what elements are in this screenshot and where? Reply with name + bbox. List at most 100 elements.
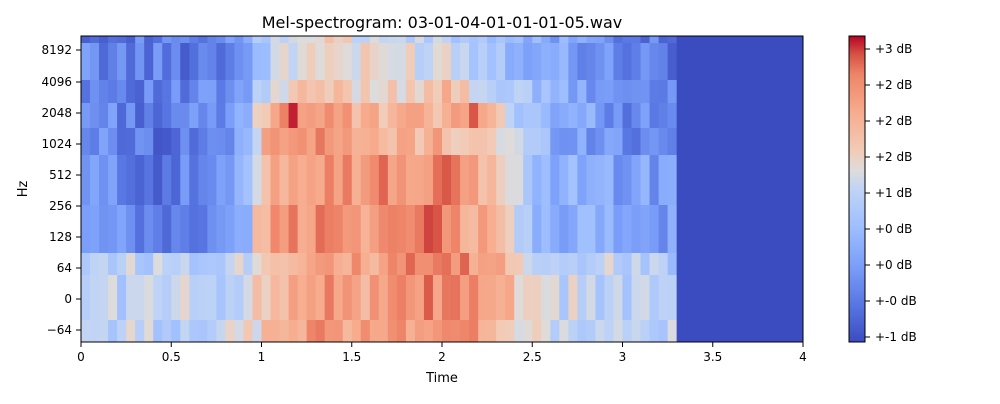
- heatmap-cell: [306, 43, 317, 80]
- heatmap-cell: [550, 80, 560, 103]
- heatmap-cell: [243, 320, 254, 342]
- heatmap-cell: [568, 253, 578, 275]
- heatmap-cell: [469, 43, 479, 80]
- heatmap-cell: [297, 128, 308, 155]
- heatmap-cell: [658, 275, 669, 320]
- heatmap-cell: [460, 275, 470, 320]
- heatmap-cell: [432, 155, 443, 205]
- heatmap-cell: [523, 80, 533, 103]
- heatmap-cell: [442, 320, 452, 342]
- heatmap-cell: [135, 128, 145, 155]
- heatmap-cell: [135, 155, 145, 205]
- heatmap-cell: [216, 205, 226, 253]
- heatmap-cell: [90, 103, 100, 128]
- heatmap-cell: [378, 275, 389, 320]
- heatmap-cell: [667, 320, 678, 342]
- heatmap-cell: [414, 103, 425, 128]
- heatmap-cell: [306, 128, 317, 155]
- heatmap-cell: [577, 205, 588, 253]
- heatmap-cell: [622, 128, 633, 155]
- heatmap-cell: [162, 320, 172, 342]
- heatmap-band-6: [81, 205, 678, 253]
- heatmap-cell: [144, 36, 154, 43]
- heatmap-cell: [144, 103, 154, 128]
- heatmap-cell: [667, 128, 678, 155]
- heatmap-cell: [514, 253, 524, 275]
- heatmap-cell: [144, 155, 154, 205]
- heatmap-cell: [478, 36, 488, 43]
- heatmap-cell: [315, 205, 326, 253]
- heatmap-cell: [324, 320, 335, 342]
- heatmap-cell: [117, 275, 127, 320]
- heatmap-cell: [189, 80, 199, 103]
- heatmap-cell: [649, 155, 660, 205]
- heatmap-cell: [279, 155, 290, 205]
- heatmap-cell: [550, 36, 560, 43]
- heatmap-cell: [342, 128, 353, 155]
- heatmap-cell: [487, 275, 497, 320]
- heatmap-cell: [171, 43, 181, 80]
- heatmap-cell: [297, 320, 308, 342]
- heatmap-cell: [126, 128, 136, 155]
- heatmap-cell: [315, 80, 326, 103]
- heatmap-cell: [568, 103, 578, 128]
- heatmap-cell: [532, 205, 542, 253]
- heatmap-cell: [622, 320, 633, 342]
- heatmap-cell: [469, 36, 479, 43]
- heatmap-cell: [216, 103, 226, 128]
- heatmap-cell: [135, 205, 145, 253]
- heatmap-cell: [532, 36, 542, 43]
- heatmap-cell: [198, 36, 208, 43]
- heatmap-cell: [225, 80, 236, 103]
- heatmap-cell: [342, 320, 353, 342]
- heatmap-cell: [586, 103, 597, 128]
- heatmap-cell: [658, 43, 669, 80]
- heatmap-cell: [595, 320, 606, 342]
- colorbar-tick-label: +0 dB: [875, 258, 912, 272]
- heatmap-cell: [631, 253, 642, 275]
- heatmap-cell: [478, 80, 488, 103]
- heatmap-cell: [451, 128, 461, 155]
- heatmap-cell: [324, 253, 335, 275]
- heatmap-cell: [135, 43, 145, 80]
- colorbar-tick-label: +2 dB: [875, 114, 912, 128]
- heatmap-cell: [478, 253, 488, 275]
- heatmap-cell: [117, 103, 127, 128]
- heatmap-cell: [180, 205, 190, 253]
- heatmap-cell: [423, 275, 434, 320]
- colorbar-ticks: +3 dB +2 dB +2 dB +2 dB +1 dB +0 dB +0 dB +-0 d…: [865, 42, 917, 344]
- heatmap-cell: [442, 80, 452, 103]
- heatmap-cell: [378, 128, 389, 155]
- heatmap-cell: [243, 155, 254, 205]
- heatmap-cell: [469, 320, 479, 342]
- heatmap-cell: [333, 253, 344, 275]
- heatmap-cell: [604, 80, 615, 103]
- heatmap-cell: [496, 36, 506, 43]
- heatmap-cell: [198, 320, 208, 342]
- heatmap-cell: [306, 275, 317, 320]
- heatmap-cell: [189, 43, 199, 80]
- heatmap-cell: [90, 80, 100, 103]
- heatmap-cell: [207, 36, 217, 43]
- heatmap-cell: [496, 103, 506, 128]
- heatmap-cell: [451, 275, 461, 320]
- heatmap-cell: [279, 103, 290, 128]
- heatmap-cell: [532, 155, 542, 205]
- heatmap-cell: [613, 36, 624, 43]
- heatmap-cell: [135, 80, 145, 103]
- heatmap-cell: [270, 155, 281, 205]
- heatmap-cell: [423, 155, 434, 205]
- heatmap-cell: [550, 253, 560, 275]
- heatmap-cell: [622, 103, 633, 128]
- heatmap-cell: [378, 155, 389, 205]
- heatmap-cell: [396, 80, 407, 103]
- heatmap-cell: [198, 103, 208, 128]
- heatmap-cell: [460, 128, 470, 155]
- heatmap-cell: [252, 253, 263, 275]
- y-tick-label: 128: [49, 230, 72, 244]
- heatmap-cell: [378, 205, 389, 253]
- heatmap-cell: [189, 253, 199, 275]
- heatmap-cell: [649, 80, 660, 103]
- heatmap-cell: [613, 275, 624, 320]
- colorbar-tick-label: +0 dB: [875, 222, 912, 236]
